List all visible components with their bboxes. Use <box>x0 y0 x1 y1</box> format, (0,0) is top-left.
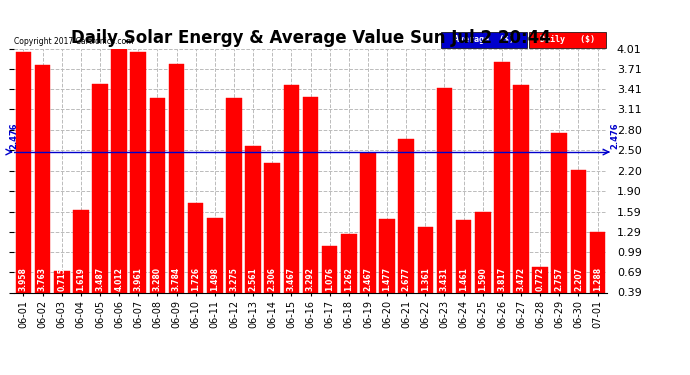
Bar <box>513 85 529 292</box>
Bar <box>54 271 70 292</box>
Text: 3.961: 3.961 <box>134 267 143 291</box>
Text: 3.763: 3.763 <box>38 267 47 291</box>
Text: 0.715: 0.715 <box>57 267 66 291</box>
Text: 2.757: 2.757 <box>555 267 564 291</box>
Text: 3.292: 3.292 <box>306 267 315 291</box>
Text: 1.262: 1.262 <box>344 267 353 291</box>
FancyBboxPatch shape <box>441 32 527 48</box>
Bar <box>417 227 433 292</box>
Bar <box>341 234 357 292</box>
Text: 1.361: 1.361 <box>421 267 430 291</box>
Bar <box>284 86 299 292</box>
Bar <box>73 210 88 292</box>
Text: 3.280: 3.280 <box>153 267 162 291</box>
Text: Copyright 2017 Cartronics.com: Copyright 2017 Cartronics.com <box>14 38 133 46</box>
Bar <box>264 164 280 292</box>
Bar <box>111 49 127 292</box>
Text: 3.472: 3.472 <box>517 267 526 291</box>
Bar <box>303 97 318 292</box>
Bar <box>207 218 223 292</box>
Bar <box>590 232 606 292</box>
Bar <box>168 64 184 292</box>
Bar <box>226 98 242 292</box>
Text: 1.477: 1.477 <box>382 267 391 291</box>
Title: Daily Solar Energy & Average Value Sun Jul 2 20:44: Daily Solar Energy & Average Value Sun J… <box>70 29 551 47</box>
Bar <box>494 62 510 292</box>
Bar <box>551 133 567 292</box>
Text: 3.784: 3.784 <box>172 267 181 291</box>
Text: 2.476: 2.476 <box>9 122 19 148</box>
Bar <box>34 65 50 292</box>
Text: 2.306: 2.306 <box>268 267 277 291</box>
Text: 3.817: 3.817 <box>497 267 506 291</box>
Text: 2.476: 2.476 <box>611 122 620 148</box>
Bar <box>533 267 548 292</box>
Text: 4.012: 4.012 <box>115 267 124 291</box>
Bar <box>150 98 165 292</box>
Bar <box>437 88 453 292</box>
Text: 1.619: 1.619 <box>77 267 86 291</box>
Text: 3.958: 3.958 <box>19 267 28 291</box>
Bar <box>475 212 491 292</box>
Text: 1.461: 1.461 <box>459 267 468 291</box>
Text: 0.772: 0.772 <box>535 267 544 291</box>
Text: 3.467: 3.467 <box>287 267 296 291</box>
Bar <box>456 220 471 292</box>
Text: 1.288: 1.288 <box>593 267 602 291</box>
Text: 2.467: 2.467 <box>364 267 373 291</box>
Text: 1.590: 1.590 <box>478 267 487 291</box>
Text: 3.431: 3.431 <box>440 267 449 291</box>
Bar <box>92 84 108 292</box>
Text: 3.275: 3.275 <box>230 267 239 291</box>
Text: 1.498: 1.498 <box>210 267 219 291</box>
Text: 3.487: 3.487 <box>95 267 104 291</box>
Bar <box>245 146 261 292</box>
Text: 1.076: 1.076 <box>325 267 334 291</box>
FancyBboxPatch shape <box>529 32 606 48</box>
Bar <box>398 138 414 292</box>
Text: 1.726: 1.726 <box>191 267 200 291</box>
Bar <box>380 219 395 292</box>
Bar <box>130 52 146 292</box>
Text: 2.677: 2.677 <box>402 267 411 291</box>
Text: Daily   ($): Daily ($) <box>540 35 595 44</box>
Text: 2.207: 2.207 <box>574 267 583 291</box>
Bar <box>360 153 376 292</box>
Bar <box>15 52 31 292</box>
Bar <box>322 246 337 292</box>
Text: 2.561: 2.561 <box>248 267 257 291</box>
Text: Average  ($): Average ($) <box>454 35 514 44</box>
Bar <box>188 202 204 292</box>
Bar <box>571 170 586 292</box>
